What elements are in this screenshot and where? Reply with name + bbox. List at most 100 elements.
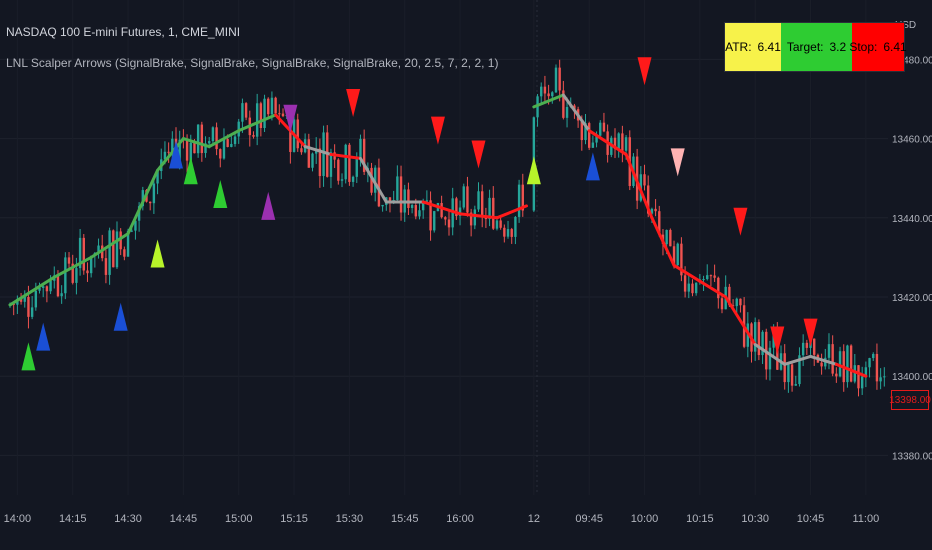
candle-body — [38, 287, 41, 291]
candle-body — [64, 257, 67, 294]
trend-line-segment — [672, 263, 702, 283]
stats-panel: ATR: 6.41 Target: 3.2 Stop: 6.41 — [724, 22, 907, 72]
candle-body — [123, 249, 126, 257]
candle-body — [624, 137, 628, 151]
x-tick-label: 14:00 — [4, 513, 32, 525]
x-tick-label: 12 — [528, 513, 540, 525]
candle-body — [370, 167, 373, 193]
candle-body — [130, 230, 133, 232]
sell-arrow — [670, 148, 685, 177]
signal-arrows-layer — [21, 57, 818, 371]
candle-body — [414, 204, 417, 217]
candle-body — [67, 257, 71, 264]
candle-body — [196, 124, 200, 154]
buy-arrow — [585, 152, 600, 181]
trend-line-segment — [89, 232, 130, 259]
candle-body — [872, 353, 875, 359]
candle-body — [200, 124, 204, 154]
candle-body — [34, 290, 38, 308]
candle-body — [289, 115, 292, 152]
candle-body — [215, 127, 218, 150]
trend-line-segment — [156, 137, 185, 172]
trend-line-segment — [532, 93, 565, 109]
trend-line-segment — [329, 152, 362, 160]
candle-body — [104, 258, 108, 275]
candle-body — [731, 305, 735, 307]
candle-body — [19, 298, 23, 302]
candle-body — [410, 204, 414, 208]
candle-body — [838, 351, 842, 377]
candle-body — [687, 283, 690, 292]
candle-body — [440, 203, 443, 218]
candle-body — [484, 217, 488, 220]
y-tick-label: 13460.00 — [892, 135, 932, 146]
candle-body — [230, 143, 233, 147]
candle-body — [211, 127, 215, 142]
candle-body — [860, 376, 864, 389]
sell-arrow — [770, 326, 785, 355]
candle-body — [388, 197, 392, 204]
trend-line-segment — [650, 216, 676, 267]
candle-body — [219, 149, 222, 159]
candle-body — [274, 97, 277, 114]
candle-body — [510, 229, 513, 237]
candle-body — [757, 322, 761, 356]
candle-body — [717, 277, 720, 299]
candle-body — [481, 191, 484, 218]
candle-body — [429, 200, 432, 231]
trend-line-segment — [421, 200, 462, 216]
buy-arrow — [526, 156, 541, 185]
candle-body — [407, 189, 410, 208]
candle-body — [587, 123, 591, 148]
candle-body — [418, 210, 421, 217]
y-axis: 13380.00 13400.00 13420.00 13440.00 13460.00… — [892, 55, 932, 462]
candle-body — [42, 286, 45, 288]
candle-body — [728, 286, 731, 306]
buy-arrow — [113, 302, 128, 331]
symbol-title: NASDAQ 100 E-mini Futures, 1, CME_MINI — [6, 25, 241, 39]
candle-body — [30, 307, 34, 317]
candle-body — [185, 139, 189, 161]
candle-body — [71, 263, 74, 283]
candle-body — [359, 138, 362, 158]
candle-body — [768, 347, 772, 370]
buy-arrow — [183, 156, 198, 185]
candle-body — [89, 255, 93, 274]
candle-body — [868, 358, 871, 368]
stop-value: 6.41 — [883, 40, 907, 54]
candle-body — [853, 365, 856, 382]
trend-line-segment — [126, 168, 160, 236]
x-tick-label: 15:30 — [336, 513, 364, 525]
candles-layer — [8, 59, 886, 397]
candle-body — [665, 229, 668, 245]
candle-body — [702, 279, 705, 281]
target-box: Target: 3.2 — [781, 23, 852, 71]
buy-arrow — [169, 140, 184, 169]
candle-body — [222, 139, 226, 159]
candle-body — [204, 143, 207, 154]
candle-body — [421, 201, 425, 211]
candle-body — [462, 186, 465, 208]
candle-body — [647, 185, 650, 214]
candle-body — [813, 338, 816, 355]
target-label: Target: — [786, 40, 824, 54]
candle-body — [820, 362, 823, 367]
target-value: 3.2 — [829, 40, 847, 54]
x-tick-label: 14:45 — [170, 513, 198, 525]
candle-body — [831, 344, 834, 374]
candle-body — [318, 148, 322, 177]
y-tick-label: 13480.00 — [892, 55, 932, 66]
x-axis: 14:00 14:15 14:30 14:45 15:00 15:15 15:30 15:45… — [4, 513, 880, 525]
sell-arrow — [803, 318, 818, 347]
candle-body — [683, 275, 687, 292]
trend-line-segment — [561, 93, 591, 133]
candle-body — [119, 231, 122, 250]
candle-body — [798, 355, 801, 385]
candle-body — [163, 151, 167, 160]
candle-body — [713, 275, 716, 278]
x-tick-label: 10:45 — [797, 513, 825, 525]
candle-body — [499, 220, 502, 228]
trend-line-segment — [834, 362, 868, 378]
candle-body — [296, 119, 299, 149]
